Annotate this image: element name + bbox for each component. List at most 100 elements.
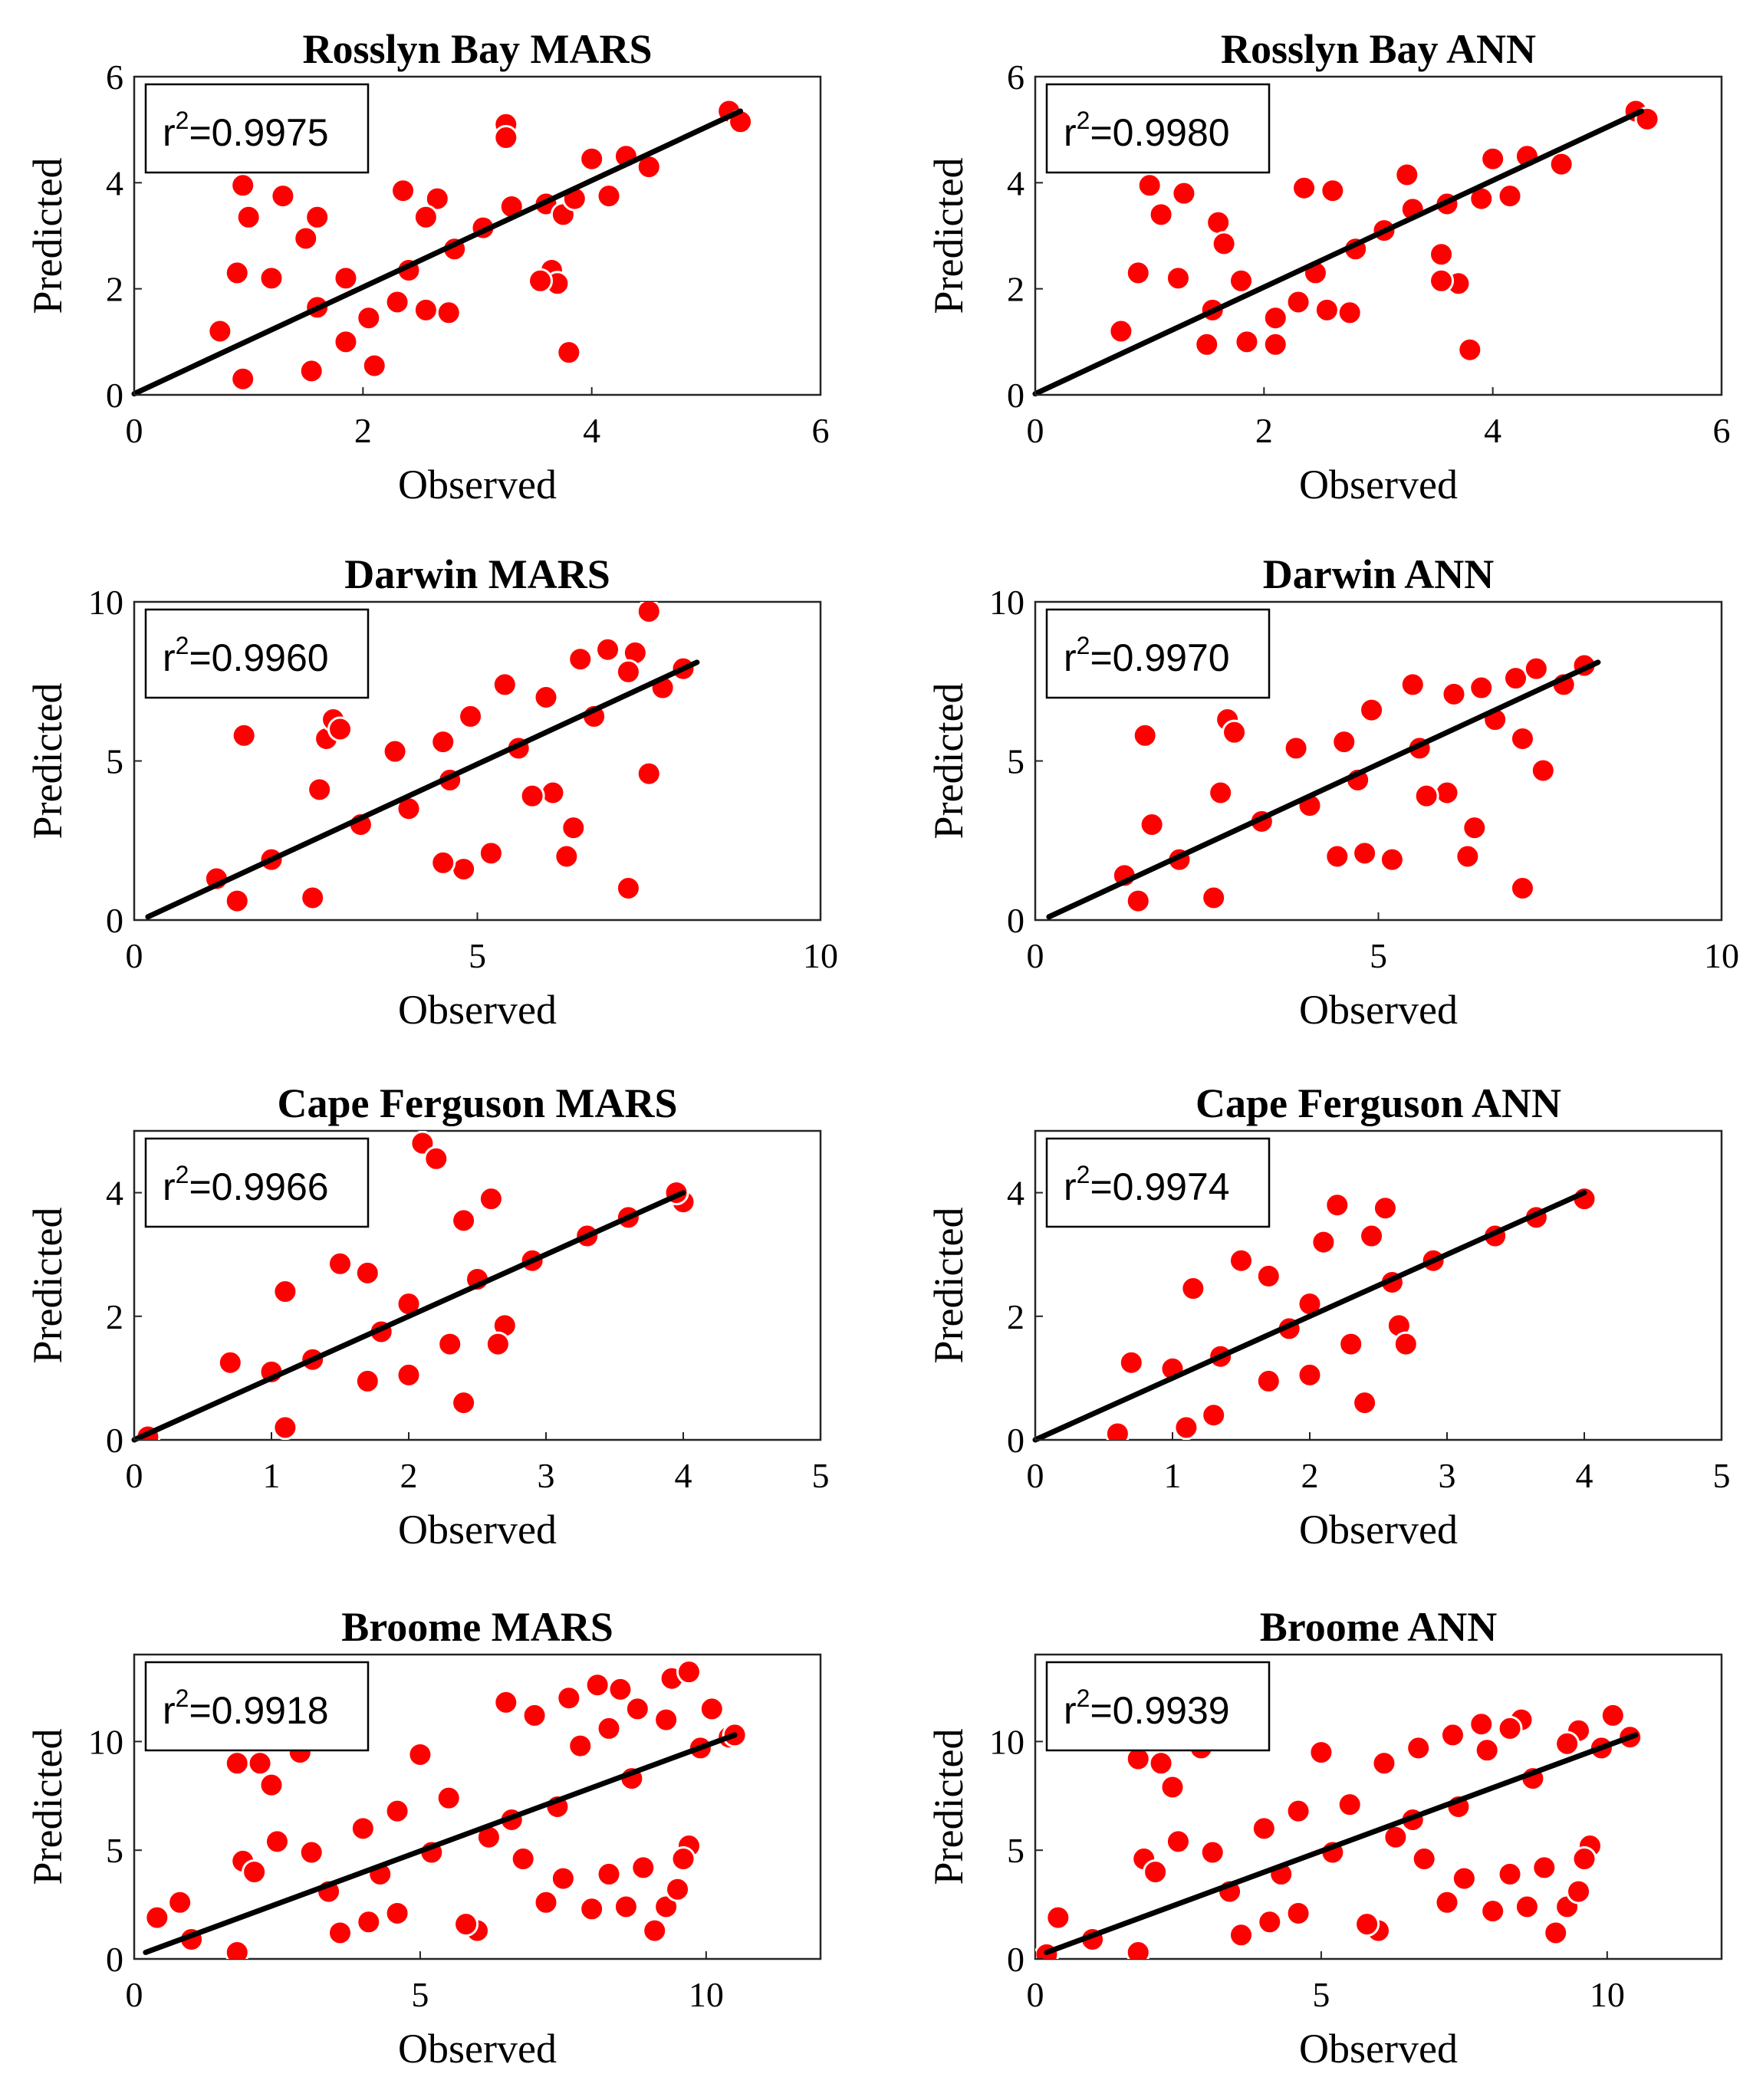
chart-1-point-20 <box>1429 268 1455 294</box>
chart-3-xtick-label-0: 0 <box>1027 936 1044 975</box>
chart-5-point-25 <box>1104 1421 1130 1440</box>
chart-6-point-21 <box>613 1894 639 1920</box>
chart-6-point-6 <box>521 1702 548 1728</box>
chart-2-point-6 <box>430 729 456 755</box>
chart-6-point-30 <box>510 1846 536 1872</box>
chart-5-panel: 0 1 2 3 4 5 0 2 4 Cape Ferguson ANN Observed Predic… <box>926 1080 1731 1553</box>
chart-0-r2-box <box>144 83 370 174</box>
chart-3-ytick-label-0: 0 <box>1007 901 1025 940</box>
chart-2-point-21 <box>478 840 504 866</box>
chart-5-ytick-label-0: 0 <box>1007 1421 1025 1460</box>
chart-5-xtick-label-1: 1 <box>1164 1456 1182 1495</box>
chart-1-point-14 <box>1291 175 1317 201</box>
chart-3-r2-box <box>1045 608 1271 699</box>
chart-5-r2-annotation: r2=0.9974 <box>1045 1137 1271 1228</box>
chart-2-point-3 <box>327 716 353 742</box>
chart-6-r2-annotation: r2=0.9918 <box>144 1661 370 1752</box>
chart-0-fit-line <box>131 108 744 397</box>
chart-1-point-27 <box>1228 268 1254 294</box>
chart-2-point-4 <box>307 777 333 803</box>
chart-7-point-13 <box>1554 1730 1580 1757</box>
chart-4-point-11 <box>437 1331 463 1357</box>
chart-1-r2-text: r2=0.9980 <box>1064 107 1230 154</box>
chart-6-point-19 <box>533 1889 559 1915</box>
chart-3-panel: 0 5 10 0 5 10 Darwin ANN Observed Predicted r2=0.… <box>926 551 1739 1033</box>
chart-7-point-6 <box>1406 1735 1432 1761</box>
chart-3-point-16 <box>1455 843 1481 869</box>
chart-6-point-16 <box>567 1733 594 1759</box>
chart-4-point-10 <box>485 1331 511 1357</box>
chart-2-r2-text: r2=0.9960 <box>163 632 329 679</box>
chart-4-point-15 <box>451 1390 477 1416</box>
chart-0-ylabel: Predicted <box>25 158 71 314</box>
chart-4-ytick-label-0: 0 <box>106 1421 123 1460</box>
chart-7-point-16 <box>1354 1911 1380 1937</box>
chart-2-r2-box <box>144 608 370 699</box>
chart-5-ylabel: Predicted <box>926 1208 972 1364</box>
chart-5-ytick-label-2: 4 <box>1007 1174 1025 1213</box>
chart-6-ytick-label-1: 5 <box>106 1831 123 1870</box>
chart-3-point-10 <box>1469 675 1495 701</box>
chart-7-title: Broome ANN <box>1260 1604 1497 1650</box>
chart-3-xtick-label-1: 5 <box>1370 936 1387 975</box>
chart-1-point-13 <box>1337 300 1363 326</box>
chart-0-point-1 <box>235 204 261 230</box>
chart-3-point-11 <box>1503 665 1528 692</box>
chart-1-xtick-label-0: 0 <box>1027 411 1044 450</box>
chart-0-markers <box>207 98 754 392</box>
chart-7-fit-line <box>1044 1732 1639 1955</box>
chart-0-point-13 <box>413 297 439 323</box>
chart-2-xtick-label-0: 0 <box>126 936 143 975</box>
chart-1-point-9 <box>1262 331 1288 357</box>
chart-5-xlabel: Observed <box>1299 1507 1458 1553</box>
chart-6-title: Broome MARS <box>341 1604 613 1650</box>
chart-3-point-17 <box>1462 815 1488 841</box>
chart-0-point-16 <box>424 186 450 212</box>
chart-2-point-5 <box>382 738 408 764</box>
chart-7-point-5 <box>1371 1750 1397 1776</box>
chart-7-point-14 <box>1474 1737 1500 1763</box>
chart-6-point-10 <box>624 1696 650 1722</box>
chart-4-r2-box <box>144 1137 370 1228</box>
chart-0-point-5 <box>258 265 284 291</box>
chart-0-point-4 <box>293 225 319 251</box>
chart-6-point-26 <box>670 1846 696 1872</box>
chart-1-point-7 <box>1108 318 1134 344</box>
chart-2-point-11 <box>595 636 621 662</box>
chart-4-markers <box>135 1131 696 1440</box>
chart-2-r2-annotation: r2=0.9960 <box>144 608 370 699</box>
chart-3-point-2 <box>1222 719 1248 745</box>
chart-7-point-4 <box>1308 1740 1334 1766</box>
chart-0-r2-annotation: r2=0.9975 <box>144 83 370 174</box>
chart-5-point-0 <box>1324 1192 1350 1218</box>
chart-1-ylabel: Predicted <box>926 158 972 314</box>
chart-7-r2-box <box>1045 1661 1271 1752</box>
chart-7-ytick-label-0: 0 <box>1007 1940 1025 1979</box>
chart-6-point-12 <box>676 1659 702 1685</box>
chart-5-point-2 <box>1359 1223 1385 1249</box>
chart-6-point-20 <box>579 1896 605 1922</box>
chart-1-point-5 <box>1165 265 1191 291</box>
chart-7-point-18 <box>1480 1898 1506 1924</box>
chart-7-point-35 <box>1165 1829 1191 1855</box>
chart-1-xlabel: Observed <box>1299 462 1458 508</box>
chart-4-xtick-label-0: 0 <box>126 1456 143 1495</box>
chart-4-r2-annotation: r2=0.9966 <box>144 1137 370 1228</box>
chart-0-xtick-label-0: 0 <box>126 411 143 450</box>
chart-3-ytick-label-1: 5 <box>1007 742 1025 781</box>
chart-1-r2-box <box>1045 83 1271 174</box>
chart-5-point-10 <box>1393 1331 1419 1357</box>
chart-0-point-31 <box>333 265 359 291</box>
chart-5-xtick-label-4: 4 <box>1576 1456 1593 1495</box>
chart-6-xtick-label-2: 10 <box>689 1975 724 2014</box>
chart-1-point-18 <box>1429 242 1455 268</box>
chart-5-point-6 <box>1180 1276 1206 1302</box>
chart-7-point-41 <box>1337 1792 1363 1818</box>
chart-0-point-2 <box>270 183 296 209</box>
chart-1-xtick-label-3: 6 <box>1713 411 1731 450</box>
chart-0-ytick-label-2: 4 <box>106 163 123 202</box>
chart-4-title: Cape Ferguson MARS <box>278 1080 678 1126</box>
chart-0-point-3 <box>304 204 331 230</box>
chart-1-ytick-label-2: 4 <box>1007 163 1025 202</box>
chart-1-point-6 <box>1125 260 1151 286</box>
